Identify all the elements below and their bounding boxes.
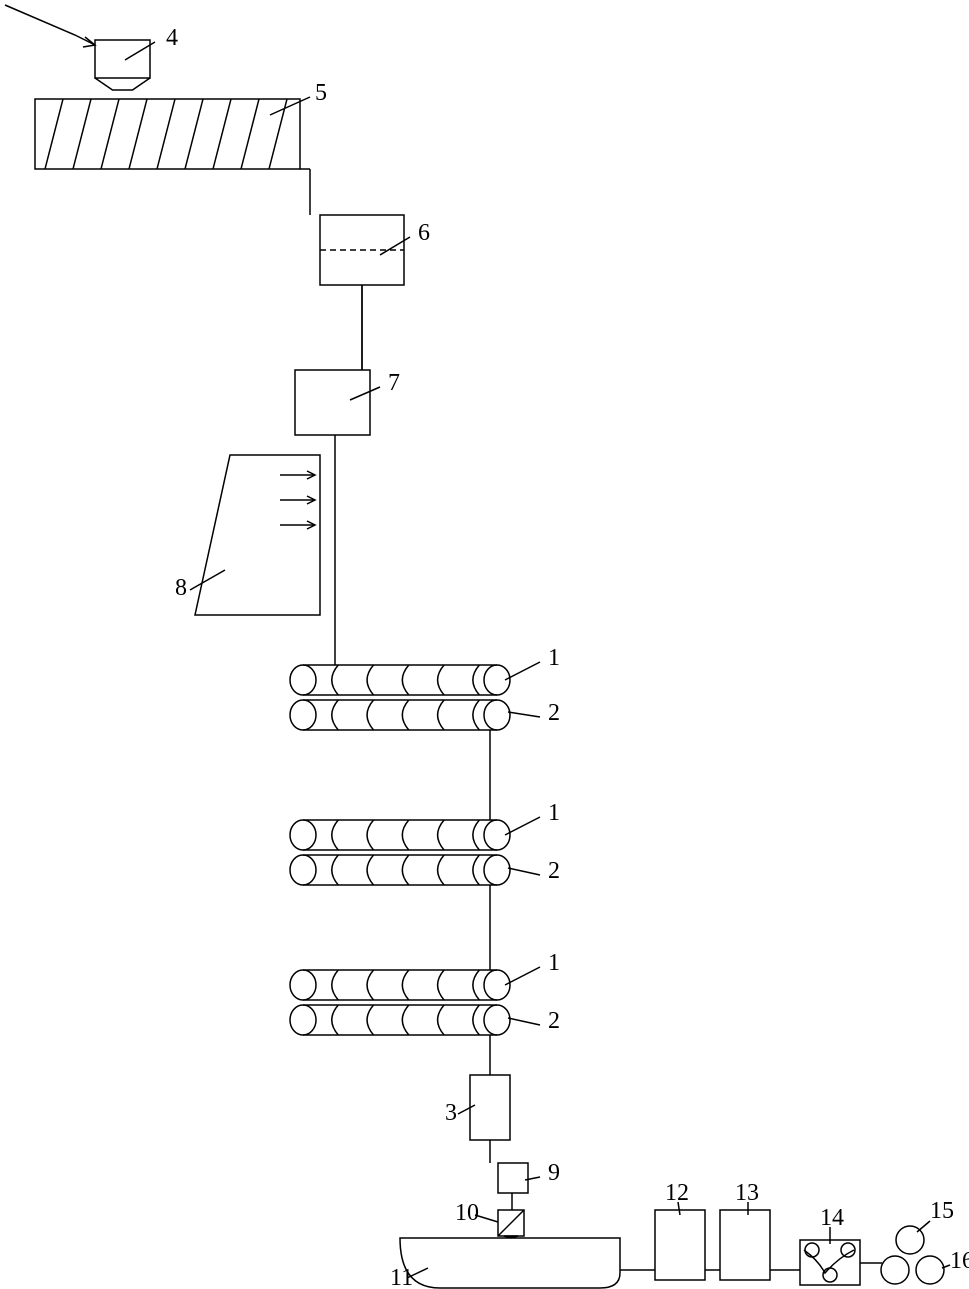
svg-text:16: 16 (950, 1248, 969, 1274)
svg-text:7: 7 (388, 370, 400, 396)
svg-text:12: 12 (665, 1180, 689, 1206)
svg-text:11: 11 (390, 1265, 413, 1289)
svg-text:6: 6 (418, 220, 430, 246)
svg-text:13: 13 (735, 1180, 759, 1206)
svg-text:15: 15 (930, 1198, 954, 1224)
svg-text:2: 2 (548, 700, 560, 726)
svg-text:1: 1 (548, 800, 560, 826)
svg-text:4: 4 (166, 25, 178, 51)
svg-text:3: 3 (445, 1100, 457, 1126)
svg-text:8: 8 (175, 575, 187, 601)
svg-text:2: 2 (548, 858, 560, 884)
svg-text:2: 2 (548, 1008, 560, 1034)
svg-text:1: 1 (548, 950, 560, 976)
process-diagram: 456781212123910111213141516 (0, 0, 969, 1289)
svg-text:10: 10 (455, 1200, 479, 1226)
svg-text:1: 1 (548, 645, 560, 671)
svg-text:5: 5 (315, 80, 327, 106)
svg-text:9: 9 (548, 1160, 560, 1186)
svg-text:14: 14 (820, 1205, 844, 1231)
